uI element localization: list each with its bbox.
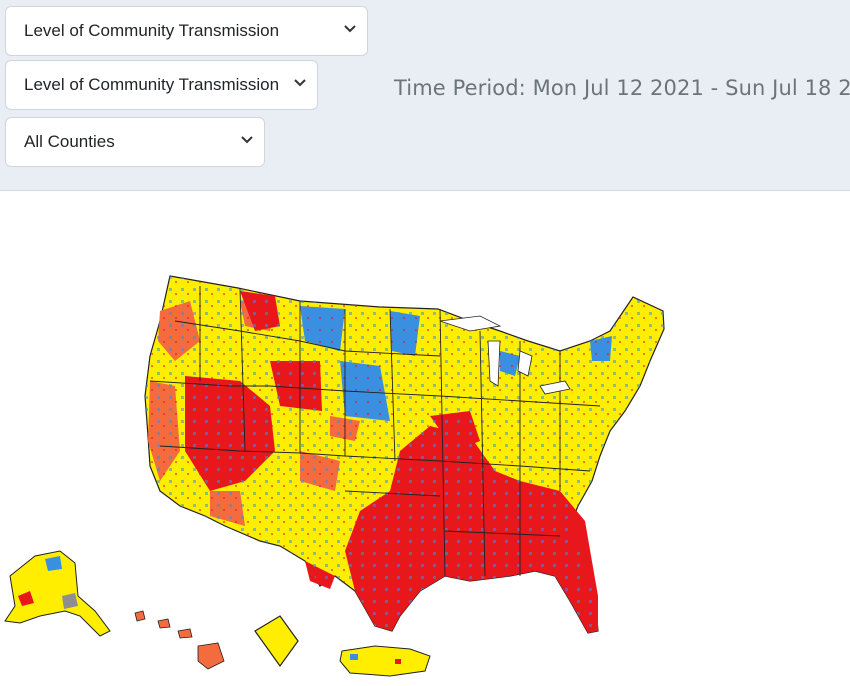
chevron-down-icon (344, 25, 356, 33)
county-filter-value: All Counties (24, 132, 115, 151)
county-texture (145, 276, 664, 633)
chevron-down-icon (241, 136, 253, 144)
us-county-map[interactable] (0, 191, 850, 686)
state-borders (149, 286, 601, 577)
metric-select-primary[interactable]: Level of Community Transmission (5, 6, 368, 56)
puerto-rico[interactable] (339, 645, 431, 677)
great-lakes (439, 315, 571, 395)
alaska-low-area (45, 556, 62, 571)
metric-select-secondary[interactable]: Level of Community Transmission (5, 60, 318, 110)
hawaii[interactable] (134, 610, 225, 670)
county-filter-select[interactable]: All Counties (5, 117, 265, 167)
dc-inset[interactable] (254, 615, 299, 668)
filter-bar: Level of Community Transmission Level of… (0, 0, 850, 191)
alaska[interactable] (4, 550, 111, 637)
alaska-no-data-area (62, 593, 78, 609)
transmission-map[interactable] (0, 191, 850, 686)
metric-select-primary-value: Level of Community Transmission (24, 21, 280, 40)
time-period-label: Time Period: Mon Jul 12 2021 - Sun Jul 1… (394, 76, 850, 100)
metric-select-secondary-value: Level of Community Transmission (24, 75, 280, 94)
pr-high-area (395, 659, 401, 664)
alaska-high-area (18, 591, 34, 606)
chevron-down-icon (294, 79, 306, 87)
pr-low-area (350, 654, 358, 660)
